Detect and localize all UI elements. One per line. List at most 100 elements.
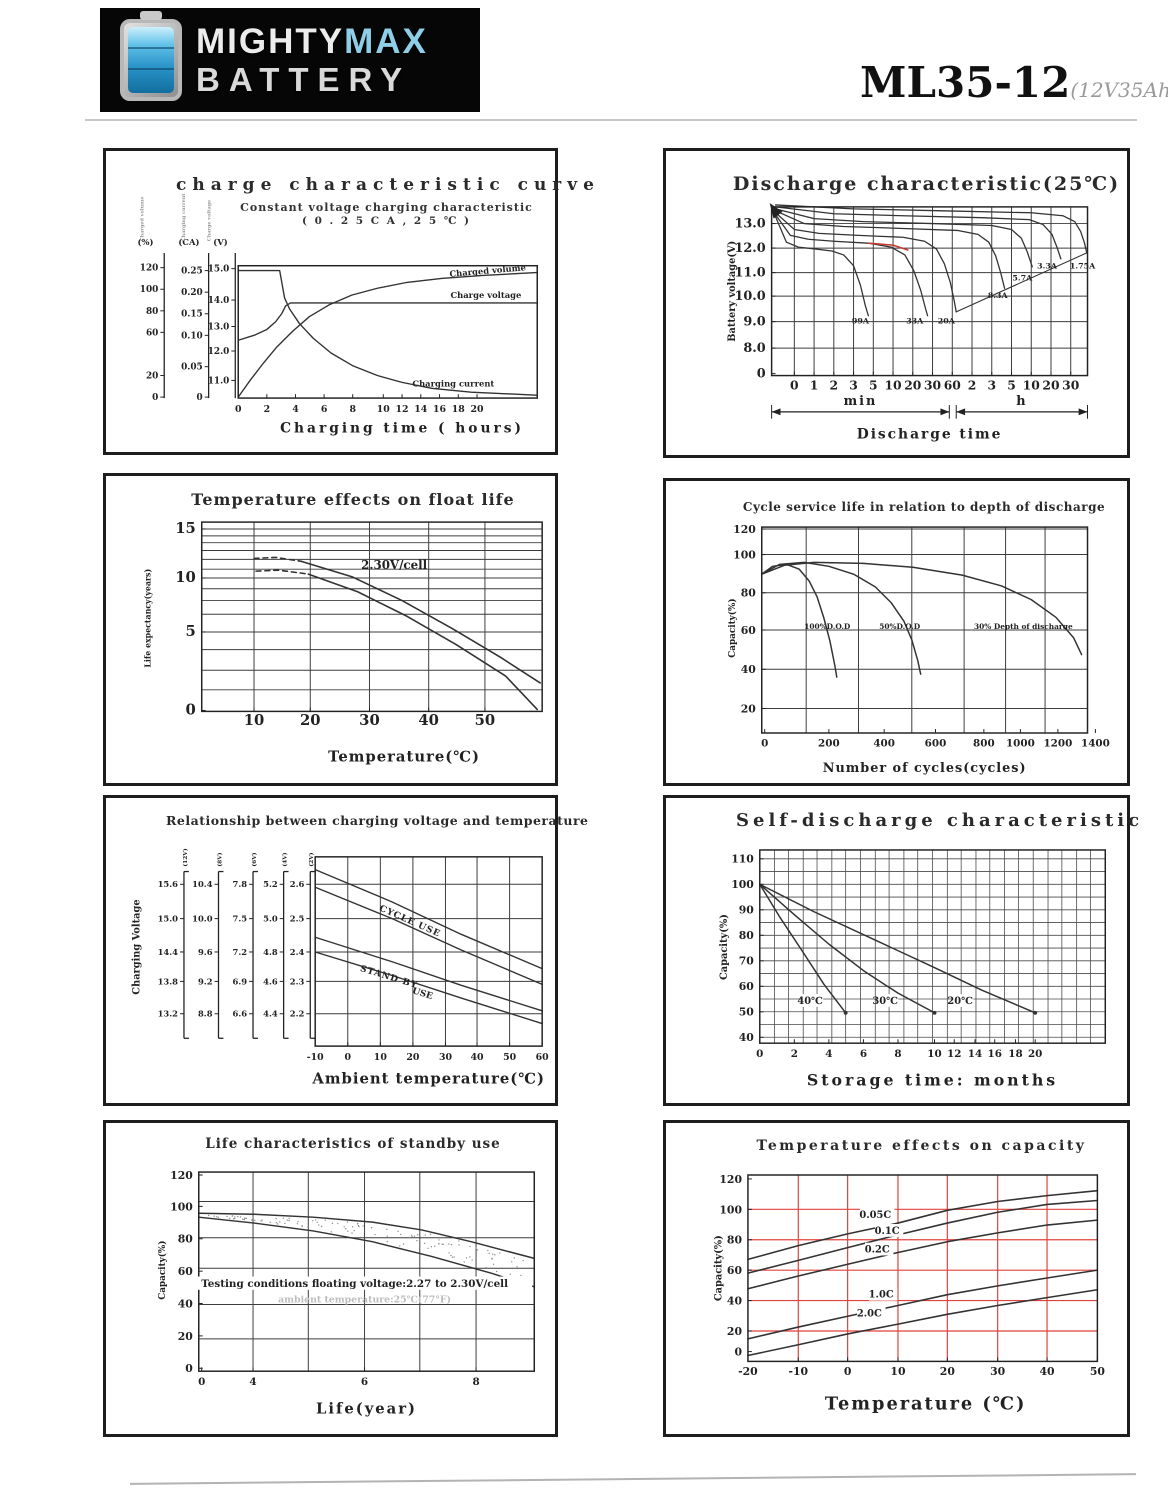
stipple-dot: [485, 1266, 487, 1269]
curve-label: 20A: [938, 317, 956, 326]
stipple-dot: [226, 1215, 228, 1218]
x-tick-label: 4: [825, 1048, 832, 1060]
x-tick-label: 1400: [1081, 738, 1110, 750]
stipple-dot: [297, 1220, 299, 1223]
curve-label: Charged volume: [449, 262, 526, 279]
y-tick-label: 80: [178, 1233, 194, 1246]
x-tick-label: 0: [761, 738, 768, 750]
x-tick-label: 30: [439, 1052, 453, 1063]
curve: [955, 252, 1088, 313]
axis-tick-label: 7.5: [233, 914, 248, 924]
stipple-dot: [213, 1215, 215, 1217]
axis-tick-label: 2.3: [290, 976, 305, 986]
x-tick-label: 30: [359, 712, 380, 729]
y-tick-label: 60: [739, 980, 755, 993]
x-tick-label: 8: [894, 1048, 901, 1060]
curve-label: 1.75A: [1070, 262, 1096, 271]
y-tick-label: 15: [175, 520, 196, 537]
y-tick-label: 60: [178, 1265, 194, 1278]
x-tick-label: 60: [536, 1052, 550, 1063]
stipple-dot: [216, 1216, 218, 1218]
curve: [747, 1199, 1099, 1274]
axis-tick-label: 11.0: [208, 376, 230, 386]
x-tick-label: 1: [810, 377, 819, 392]
x-tick-label: 10: [244, 712, 265, 729]
y-tick-label: 50: [739, 1006, 755, 1019]
x-tick-label: 5: [869, 377, 878, 392]
arrowhead: [956, 408, 966, 416]
chart-title: charge characteristic curve: [176, 175, 600, 195]
battery-icon-core: [128, 27, 174, 93]
y-tick-label: 120: [719, 1173, 742, 1186]
axis-tick-label: 6.6: [233, 1009, 248, 1019]
x-tick-label: 6: [321, 404, 328, 415]
stipple-dot: [296, 1223, 299, 1225]
curve: [314, 951, 543, 1025]
y-tick-label: 80: [727, 1234, 743, 1247]
curve: [198, 1212, 536, 1260]
axis-tick-label: 4.8: [263, 947, 278, 957]
stipple-dot: [374, 1233, 376, 1236]
x-axis-label: Storage time: months: [807, 1070, 1058, 1089]
stipple-dot: [261, 1219, 263, 1221]
y-tick-label: 20: [178, 1330, 194, 1343]
y-tick-label: 5: [186, 623, 196, 640]
x-tick-label: -20: [738, 1365, 758, 1378]
x-tick-label: 10: [374, 1052, 388, 1063]
x-axis-label: Discharge time: [857, 426, 1003, 442]
x-tick-label: 2: [791, 1048, 798, 1060]
stipple-dot: [234, 1216, 236, 1218]
model-title: ML35-12(12V35Ah): [860, 58, 1168, 107]
axis-unit-label: (6V): [251, 852, 258, 866]
x-tick-label: 20: [904, 377, 921, 392]
axis-unit-label: (V): [213, 237, 227, 247]
stipple-dot: [458, 1244, 460, 1246]
stipple-dot: [351, 1226, 354, 1228]
chart-title: Life characteristics of standby use: [205, 1136, 501, 1152]
curve-label: Charging current: [181, 193, 187, 241]
stipple-dot: [251, 1219, 253, 1221]
curve-label: 100%D.O.D: [804, 622, 851, 631]
stipple-dot: [279, 1221, 281, 1223]
chart-title: Temperature effects on capacity: [756, 1138, 1087, 1154]
x-tick-label: 0: [198, 1376, 205, 1388]
x-tick-label: -10: [307, 1052, 324, 1063]
stipple-dot: [320, 1225, 323, 1228]
curve: [774, 208, 1033, 268]
y-axis-label: Capacity(%): [713, 1235, 724, 1301]
panel-temperature-capacity: Temperature effects on capacity 120 100 80…: [663, 1120, 1130, 1437]
stipple-dot: [397, 1230, 399, 1232]
curve-label: 3.3A: [1037, 262, 1058, 271]
stipple-dot: [370, 1226, 373, 1229]
axis-tick-label: 5.2: [263, 879, 278, 889]
x-tick-label: 40: [1039, 1365, 1055, 1378]
x-tick-label: 16: [988, 1048, 1002, 1060]
x-tick-label: 20: [940, 1365, 956, 1378]
stipple-dot: [284, 1222, 286, 1225]
plot-border: [314, 856, 543, 1047]
curve: [774, 206, 1062, 260]
x-tick-label: 10: [927, 1048, 941, 1060]
axis-tick-label: 14.0: [208, 296, 230, 306]
span-label: h: [1016, 394, 1027, 409]
label-bg: [950, 994, 974, 1007]
curve: [774, 212, 957, 313]
x-tick-label: 8: [472, 1376, 479, 1388]
stipple-dot: [260, 1220, 262, 1222]
curve: [761, 561, 922, 675]
x-tick-label: 50: [503, 1052, 517, 1063]
panel-standby-life: Life characteristics of standby use 120 1…: [103, 1120, 558, 1437]
x-tick-label: 30: [1062, 377, 1079, 392]
x-tick-label: 0: [345, 1052, 352, 1063]
axis-tick-label: 8.8: [198, 1009, 213, 1019]
curve-label: 50%D.O.D: [879, 622, 921, 631]
stipple-dot: [275, 1222, 278, 1224]
stipple-dot: [275, 1217, 277, 1220]
charging-voltage-temperature-chart: -10 0 10 20 30 40 50 60 15.6 15.0 14.4 13.8 13.2 (12V…: [132, 848, 550, 1087]
stipple-dot: [520, 1274, 522, 1277]
stipple-dot: [330, 1231, 332, 1233]
stipple-dot: [276, 1223, 279, 1225]
x-tick-label: 20: [471, 404, 485, 415]
axis-tick-label: 2.2: [290, 1009, 305, 1019]
stipple-dot: [434, 1245, 436, 1247]
